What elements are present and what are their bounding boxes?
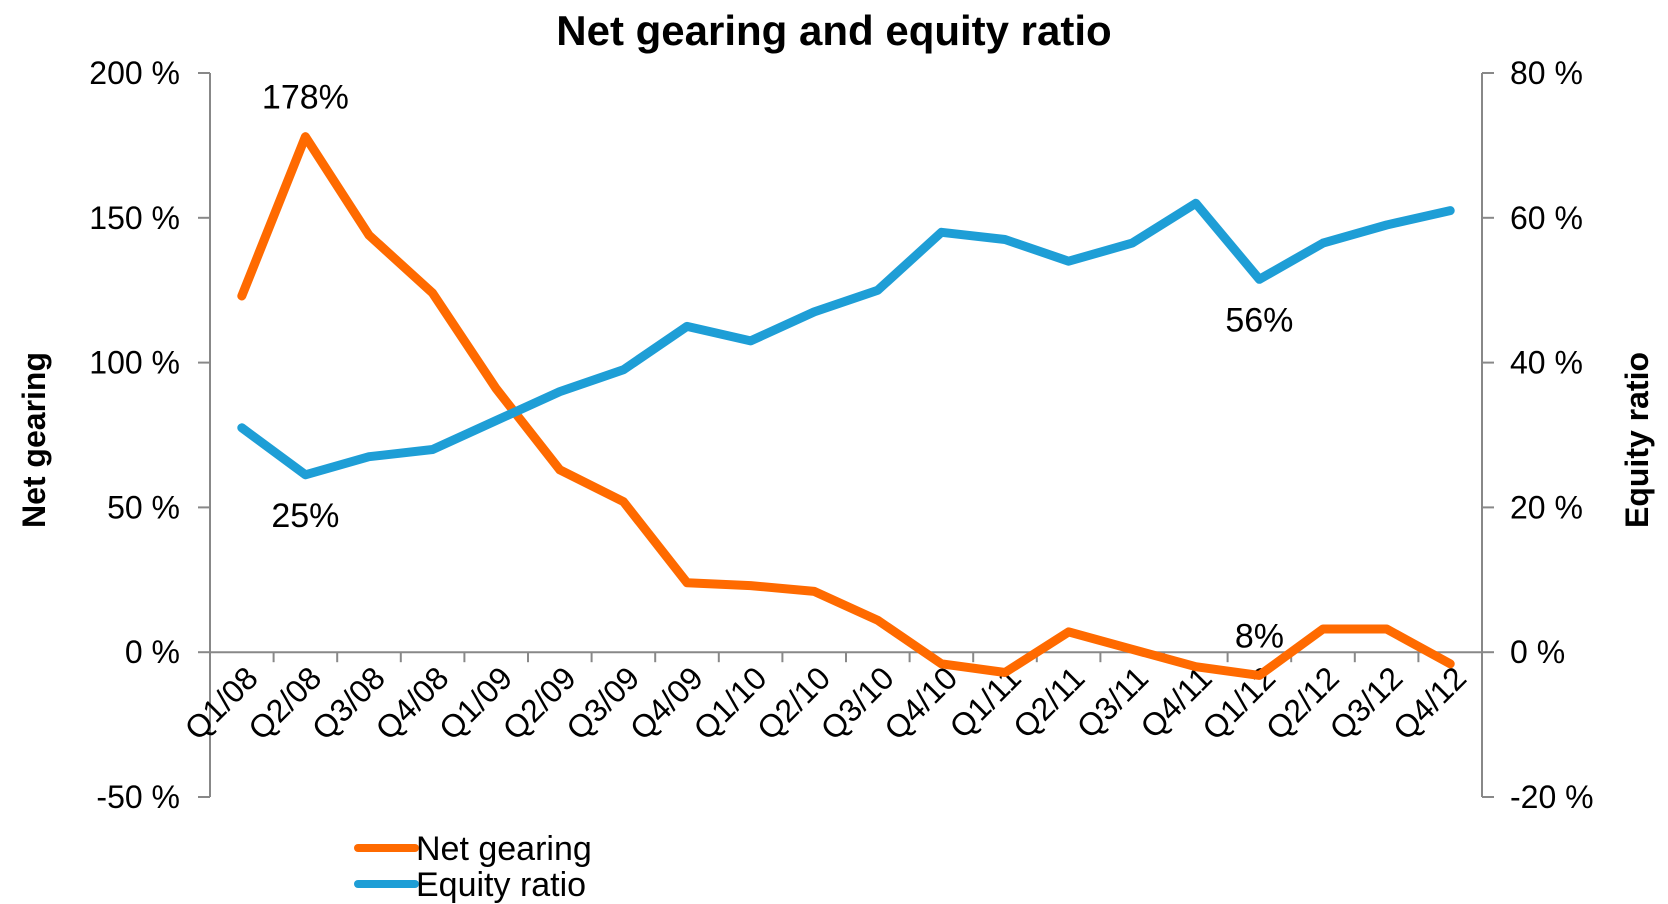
data-label: 178%	[262, 79, 349, 117]
category-label: Q3/12	[1322, 660, 1409, 747]
series-line-equity-ratio	[237, 198, 1455, 480]
series-line-net-gearing	[237, 132, 1455, 680]
category-label: Q2/12	[1259, 660, 1346, 747]
data-label: 8%	[1235, 617, 1284, 655]
right-tick-label: 60 %	[1510, 200, 1583, 236]
right-axis-title: Equity ratio	[1619, 352, 1655, 528]
category-label: Q1/08	[178, 660, 265, 747]
right-axis-ticks: -20 % 0 % 20 % 40 % 60 % 80 %	[1482, 55, 1594, 815]
left-tick-label: 200 %	[89, 55, 180, 91]
category-label: Q1/10	[686, 660, 773, 747]
category-label: Q3/08	[305, 660, 392, 747]
category-label: Q2/10	[750, 660, 837, 747]
category-label: Q4/09	[623, 660, 710, 747]
category-label: Q4/08	[368, 660, 455, 747]
right-tick-label: 20 %	[1510, 489, 1583, 525]
left-tick-label: 150 %	[89, 200, 180, 236]
right-tick-label: 0 %	[1510, 634, 1565, 670]
category-label: Q4/10	[877, 660, 964, 747]
left-axis-title: Net gearing	[16, 352, 52, 528]
category-label: Q2/09	[496, 660, 583, 747]
right-tick-label: 40 %	[1510, 345, 1583, 381]
right-tick-label: -20 %	[1510, 779, 1594, 815]
category-label: Q2/08	[241, 660, 328, 747]
data-label: 56%	[1225, 301, 1293, 339]
category-label: Q3/10	[814, 660, 901, 747]
left-tick-label: -50 %	[96, 779, 180, 815]
category-label: Q2/11	[1006, 660, 1091, 745]
category-label: Q3/11	[1070, 660, 1155, 745]
left-axis-ticks: -50 % 0 % 50 % 100 % 150 % 200 %	[89, 55, 210, 815]
category-label: Q1/09	[432, 660, 519, 747]
category-labels: Q1/08Q2/08Q3/08Q4/08Q1/09Q2/09Q3/09Q4/09…	[178, 660, 1473, 747]
category-label: Q3/09	[559, 660, 646, 747]
data-label: 25%	[271, 497, 339, 535]
legend-label-net-gearing: Net gearing	[416, 830, 592, 868]
data-labels: 178% 8% 25% 56%	[262, 79, 1294, 656]
axes	[209, 73, 1483, 797]
left-tick-label: 50 %	[107, 489, 180, 525]
legend-label-equity-ratio: Equity ratio	[416, 866, 586, 904]
category-label: Q4/12	[1386, 660, 1473, 747]
right-tick-label: 80 %	[1510, 55, 1583, 91]
legend: Net gearing Equity ratio	[354, 830, 592, 904]
series-lines	[237, 132, 1455, 680]
chart-title: Net gearing and equity ratio	[556, 7, 1111, 54]
left-tick-label: 100 %	[89, 345, 180, 381]
left-tick-label: 0 %	[125, 634, 180, 670]
